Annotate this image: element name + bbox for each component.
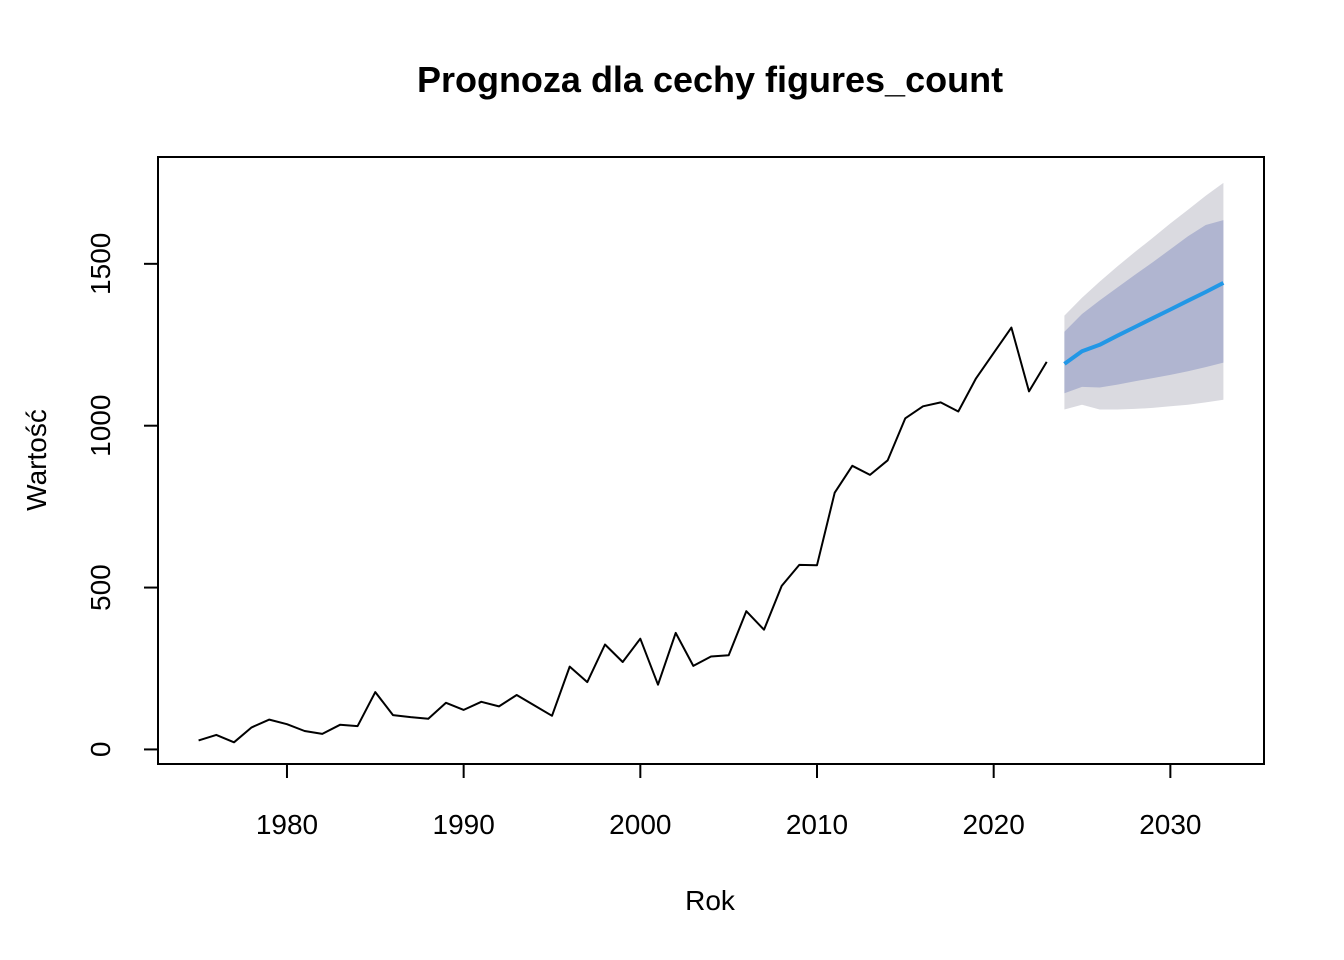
x-tick-label: 2020 — [963, 809, 1025, 840]
y-tick-label: 1000 — [85, 395, 116, 457]
chart-title: Prognoza dla cechy figures_count — [417, 59, 1003, 100]
x-tick-label: 2000 — [609, 809, 671, 840]
y-axis-label: Wartość — [21, 409, 52, 511]
confidence-bands — [1064, 182, 1224, 410]
y-tick-label: 1500 — [85, 233, 116, 295]
plot-frame — [157, 156, 1265, 765]
x-tick-label: 1990 — [433, 809, 495, 840]
x-axis: 1980 1990 2000 2010 2020 2030 — [256, 763, 1202, 840]
interval-band-1 — [1064, 220, 1224, 394]
y-tick-label: 500 — [85, 564, 116, 611]
y-tick-label: 0 — [85, 742, 116, 758]
history-line — [198, 326, 1048, 744]
x-tick-label: 2010 — [786, 809, 848, 840]
data-lines — [198, 281, 1225, 744]
y-axis: 0 500 1000 1500 — [85, 233, 159, 758]
x-tick-label: 2030 — [1139, 809, 1201, 840]
x-axis-label: Rok — [685, 885, 736, 916]
x-tick-label: 1980 — [256, 809, 318, 840]
forecast-line — [1063, 281, 1225, 366]
